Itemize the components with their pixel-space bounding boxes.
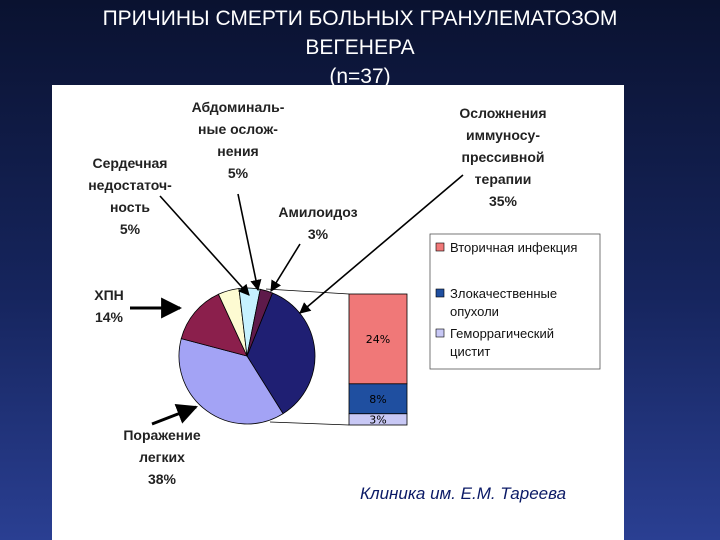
- pie-label-abdominal: 5%: [228, 165, 249, 181]
- legend-swatch-tumors: [435, 288, 445, 298]
- pie-label-amyloid: Амилоидоз: [278, 204, 357, 220]
- clinic-credit: Клиника им. Е.М. Тареева: [360, 484, 567, 503]
- bar-segment-cystitis: [348, 413, 408, 426]
- pie-chart: [178, 287, 316, 425]
- pie-slice-lung: [178, 338, 284, 425]
- pie-label-immuno: терапии: [475, 171, 532, 187]
- legend-label-cystitis: Геморрагический: [450, 326, 554, 341]
- pie-label-lung: 38%: [148, 471, 177, 487]
- title-line-1: ПРИЧИНЫ СМЕРТИ БОЛЬНЫХ ГРАНУЛЕМАТОЗОМ: [102, 7, 618, 30]
- connector-bottom: [269, 421, 350, 426]
- pie-label-heart: Сердечная: [93, 155, 168, 171]
- pie-label-amyloid: 3%: [308, 226, 329, 242]
- legend-swatch-infection: [435, 242, 445, 252]
- legend-swatch-cystitis: [435, 328, 445, 338]
- bar-segment-label-tumors: 8%: [369, 393, 386, 406]
- pie-slice-immuno: [246, 292, 316, 415]
- pie-label-heart: 5%: [120, 221, 141, 237]
- arrow-abdominal: [237, 193, 262, 292]
- bar-segment-label-infection: 24%: [366, 333, 390, 346]
- bar-segment-tumors: [348, 383, 408, 415]
- pie-label-heart: ность: [110, 199, 150, 215]
- connector-top: [265, 288, 350, 295]
- pie-label-heart: недостаточ-: [88, 177, 172, 193]
- stacked-bar: 24% 8% 3%: [348, 293, 408, 426]
- arrow-lung: [151, 404, 198, 426]
- slide-title: ПРИЧИНЫ СМЕРТИ БОЛЬНЫХ ГРАНУЛЕМАТОЗОМ ВЕ…: [0, 4, 720, 91]
- pie-label-kidney: ХПН: [94, 287, 124, 303]
- pie-label-lung: Поражение: [123, 427, 201, 443]
- legend: Вторичная инфекция Злокачественные опухоли…: [429, 233, 601, 370]
- title-line-2: ВЕГЕНЕРА: [305, 36, 415, 59]
- legend-label-infection: Вторичная инфекция: [450, 240, 577, 255]
- pie-label-abdominal: ные ослож-: [198, 121, 278, 137]
- pie-label-abdominal: Абдоминаль-: [192, 99, 285, 115]
- legend-label-tumors: опухоли: [450, 304, 499, 319]
- legend-label-cystitis: цистит: [450, 344, 490, 359]
- pie-label-kidney: 14%: [95, 309, 124, 325]
- arrow-heart: [159, 195, 250, 296]
- pie-label-immuno: иммуносу-: [466, 127, 540, 143]
- legend-label-tumors: Злокачественные: [450, 286, 557, 301]
- pie-labels: Осложнения иммуносу-прессивной терапии 35% П…: [88, 99, 546, 487]
- arrow-immuno: [299, 174, 464, 314]
- bar-segment-infection: [348, 293, 408, 385]
- pie-label-immuno: прессивной: [461, 149, 544, 165]
- pie-label-lung: легких: [139, 449, 185, 465]
- bar-segment-label-cystitis: 3%: [369, 413, 386, 426]
- arrow-amyloid: [270, 243, 301, 292]
- pie-label-immuno: 35%: [489, 193, 518, 209]
- pie-label-abdominal: нения: [217, 143, 258, 159]
- legend-box: [429, 233, 601, 370]
- label-arrows: [130, 174, 464, 426]
- pie-label-immuno: Осложнения: [459, 105, 546, 121]
- pie-slice-kidney: [180, 293, 248, 357]
- title-line-3: (n=37): [329, 65, 391, 88]
